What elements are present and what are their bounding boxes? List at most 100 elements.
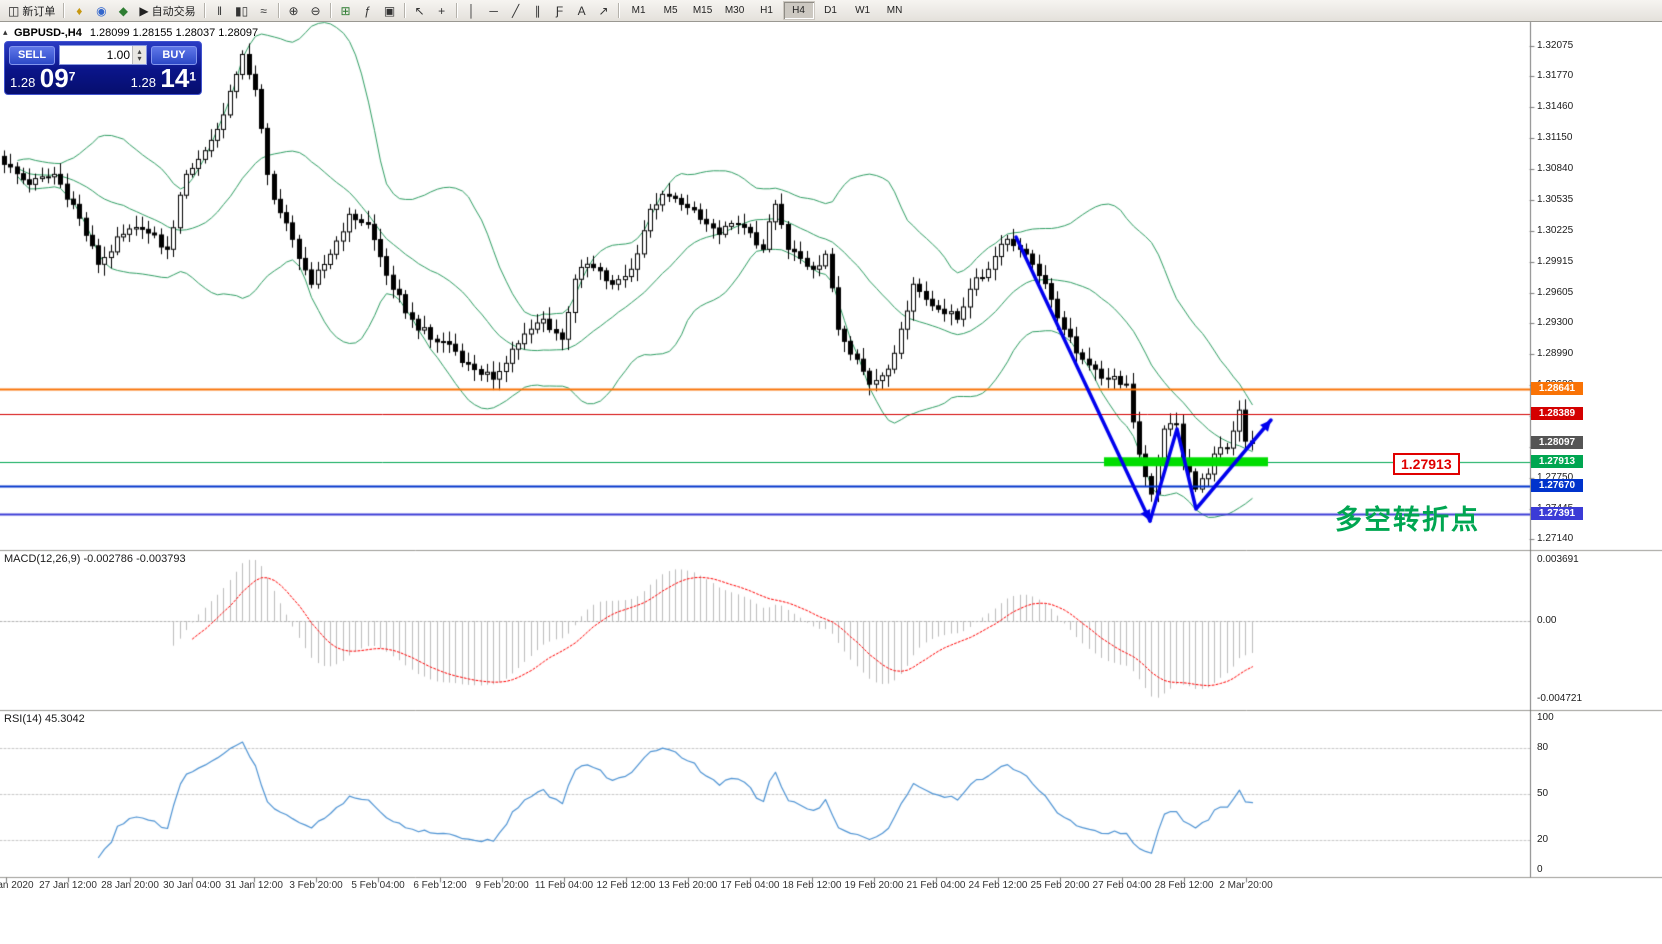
time-axis[interactable]: 24 Jan 2020 27 Jan 12:00 28 Jan 20:00 30 Ja… bbox=[0, 879, 1662, 895]
time-axis-label: 2 Mar 20:00 bbox=[1219, 880, 1273, 891]
autotrading-label: 自动交易 bbox=[151, 5, 196, 18]
volume-stepper: ▴ ▾ bbox=[59, 45, 147, 65]
ohlc-values: 1.28099 1.28155 1.28037 1.28097 bbox=[89, 27, 259, 39]
time-axis-label: 25 Feb 20:00 bbox=[1030, 880, 1090, 891]
vertical-line-icon[interactable]: │ bbox=[467, 3, 476, 18]
market-icon[interactable]: ◆ bbox=[118, 3, 128, 18]
price-axis-tick: 1.29300 bbox=[1537, 317, 1574, 329]
arrows-icon[interactable]: ↗ bbox=[598, 3, 609, 18]
price-axis-tick: 1.30840 bbox=[1537, 163, 1574, 175]
indicators-icon[interactable]: ƒ bbox=[364, 3, 371, 18]
community-icon[interactable]: ◉ bbox=[96, 3, 107, 18]
zoom-out-icon[interactable]: ⊖ bbox=[310, 3, 321, 18]
price-tag: 1.28641 bbox=[1531, 382, 1583, 396]
one-click-trading-panel: SELL ▴ ▾ BUY 1.28 097 1.28 141 bbox=[4, 41, 202, 95]
line-chart-icon[interactable]: ≈ bbox=[260, 3, 267, 18]
macd-axis-tick: 0.003691 bbox=[1537, 554, 1579, 566]
volume-input[interactable] bbox=[60, 46, 132, 64]
sell-price-pips: 09 bbox=[39, 63, 69, 93]
time-axis-label: 3 Feb 20:00 bbox=[289, 880, 343, 891]
price-axis-tick: 1.30535 bbox=[1537, 193, 1574, 205]
toolbar-separator bbox=[63, 3, 66, 18]
price-callout-box: 1.27913 bbox=[1393, 453, 1460, 475]
timeframe-MN[interactable]: MN bbox=[886, 5, 903, 16]
toolbar-separator bbox=[455, 3, 458, 18]
objects-list-icon[interactable]: ▣ bbox=[383, 3, 396, 18]
symbol-period-label: GBPUSD-,H4 bbox=[14, 27, 82, 39]
tile-windows-icon[interactable]: ⊞ bbox=[340, 3, 351, 18]
pivot-annotation-text: 多空转折点 bbox=[1335, 505, 1480, 535]
time-axis-label: 17 Feb 04:00 bbox=[720, 880, 780, 891]
text-icon[interactable]: A bbox=[577, 3, 586, 18]
toolbar-group: ♦ ◉ ◆ bbox=[68, 1, 134, 21]
sell-price-point: 7 bbox=[68, 69, 76, 84]
buy-price-pips: 14 bbox=[160, 63, 190, 93]
timeframe-H1[interactable]: H1 bbox=[760, 5, 773, 16]
play-icon: ▶ bbox=[139, 3, 149, 18]
price-axis-tick: 1.29915 bbox=[1537, 255, 1574, 267]
trendline-icon[interactable]: ╱ bbox=[511, 3, 520, 18]
buy-price-big-figure: 1.28 bbox=[130, 75, 156, 90]
price-axis-tick: 1.31150 bbox=[1537, 132, 1573, 144]
new-order-button[interactable]: ◫ 新订单 bbox=[3, 1, 60, 21]
price-tag: 1.28389 bbox=[1531, 407, 1583, 421]
time-axis-label: 28 Jan 20:00 bbox=[101, 880, 159, 891]
macd-indicator-label: MACD(12,26,9) -0.002786 -0.003793 bbox=[4, 553, 186, 565]
sell-button[interactable]: SELL bbox=[9, 45, 55, 65]
time-axis-label: 24 Feb 12:00 bbox=[968, 880, 1028, 891]
price-axis[interactable]: 1.32075 1.31770 1.31460 1.31150 1.30840 1.305… bbox=[1531, 22, 1662, 878]
bars-chart-icon[interactable]: ‖ bbox=[217, 3, 223, 18]
zoom-in-icon[interactable]: ⊕ bbox=[288, 3, 299, 18]
toolbar-separator bbox=[403, 3, 406, 18]
rsi-axis-tick: 100 bbox=[1537, 712, 1554, 723]
buy-price[interactable]: 1.28 141 bbox=[131, 65, 196, 92]
toolbar-group: ‖ ▮▯ ≈ ⊕ ⊖ ⊞ ƒ ▣ ↖ + │ ─ ╱ ∥ Ƒ A ↗ bbox=[209, 1, 615, 21]
time-axis-label: 18 Feb 12:00 bbox=[782, 880, 842, 891]
rsi-axis-tick: 0 bbox=[1537, 864, 1543, 875]
time-axis-label: 5 Feb 04:00 bbox=[351, 880, 405, 891]
rsi-axis-tick: 50 bbox=[1537, 788, 1549, 799]
volume-up-icon[interactable]: ▴ bbox=[137, 47, 142, 56]
price-tag: 1.28097 bbox=[1531, 436, 1583, 450]
timeframe-H4[interactable]: H4 bbox=[782, 1, 815, 20]
price-tag: 1.27670 bbox=[1531, 479, 1583, 493]
time-axis-label: 19 Feb 20:00 bbox=[844, 880, 904, 891]
price-axis-tick: 1.27140 bbox=[1537, 533, 1574, 544]
fibonacci-icon[interactable]: Ƒ bbox=[555, 3, 564, 18]
time-axis-label: 13 Feb 20:00 bbox=[658, 880, 718, 891]
new-order-label: 新订单 bbox=[22, 5, 56, 18]
time-axis-label: 9 Feb 20:00 bbox=[475, 880, 529, 891]
time-axis-label: 6 Feb 12:00 bbox=[413, 880, 467, 891]
toolbar-separator bbox=[277, 3, 280, 18]
candlestick-chart-icon[interactable]: ▮▯ bbox=[234, 3, 249, 18]
timeframe-group: M1 M5 M15 M30 H1 H4 D1 W1 MN bbox=[623, 1, 911, 20]
buy-button[interactable]: BUY bbox=[151, 45, 197, 65]
crosshair-icon[interactable]: + bbox=[438, 3, 446, 18]
autotrading-button[interactable]: ▶ 自动交易 bbox=[134, 1, 200, 21]
toolbar-separator bbox=[203, 3, 206, 18]
timeframe-M5[interactable]: M5 bbox=[663, 5, 678, 16]
timeframe-D1[interactable]: D1 bbox=[824, 5, 837, 16]
timeframe-M30[interactable]: M30 bbox=[724, 5, 745, 16]
timeframe-W1[interactable]: W1 bbox=[855, 5, 871, 16]
alerts-icon[interactable]: ♦ bbox=[76, 3, 83, 18]
price-axis-tick: 1.31460 bbox=[1537, 101, 1574, 113]
timeframe-M15[interactable]: M15 bbox=[692, 5, 713, 16]
timeframe-M1[interactable]: M1 bbox=[631, 5, 646, 16]
cursor-icon[interactable]: ↖ bbox=[414, 3, 425, 18]
macd-axis-tick: -0.004721 bbox=[1537, 693, 1583, 705]
sell-price[interactable]: 1.28 097 bbox=[10, 65, 75, 92]
price-axis-tick: 1.28990 bbox=[1537, 348, 1574, 360]
price-axis-tick: 1.30225 bbox=[1537, 224, 1574, 236]
one-click-collapse-icon[interactable]: ▴ bbox=[3, 27, 8, 37]
sell-price-big-figure: 1.28 bbox=[10, 75, 36, 90]
time-axis-label: 27 Jan 12:00 bbox=[39, 880, 97, 891]
horizontal-line-icon[interactable]: ─ bbox=[489, 3, 498, 18]
time-axis-label: 12 Feb 12:00 bbox=[596, 880, 656, 891]
volume-down-icon[interactable]: ▾ bbox=[137, 54, 142, 63]
time-axis-label: 21 Feb 04:00 bbox=[906, 880, 966, 891]
channel-icon[interactable]: ∥ bbox=[534, 3, 541, 18]
chart-title: GBPUSD-,H4 1.28099 1.28155 1.28037 1.2809… bbox=[14, 27, 258, 39]
